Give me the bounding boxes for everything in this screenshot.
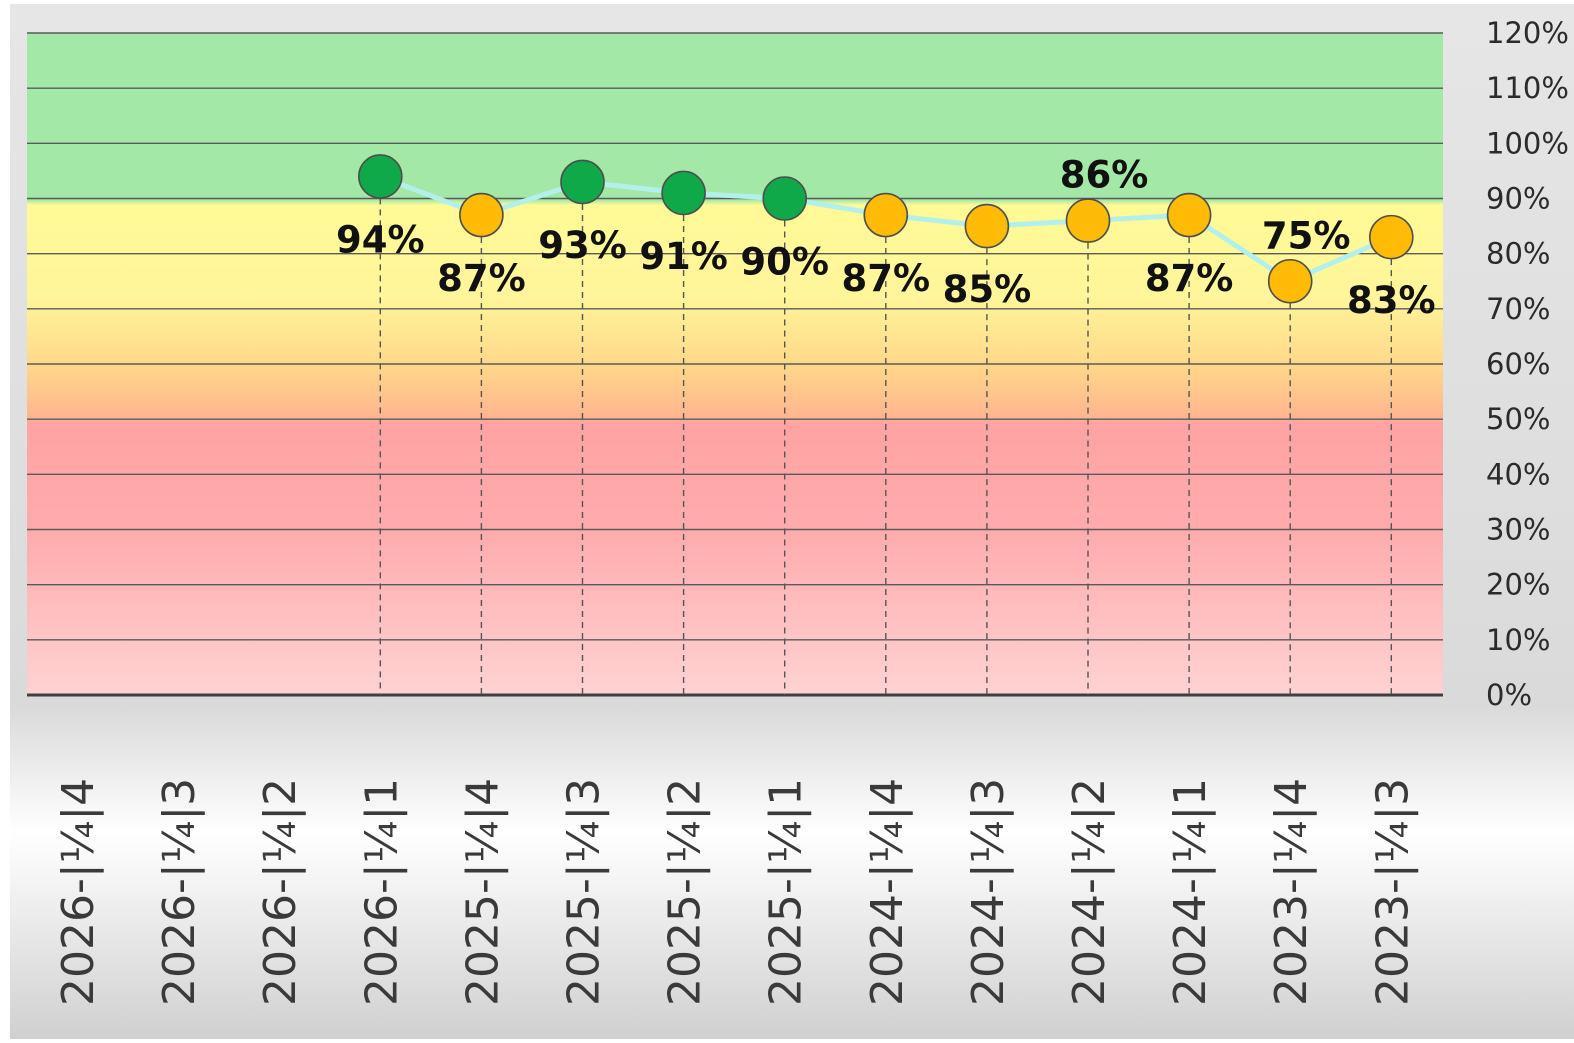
- data-point: [1166, 192, 1212, 238]
- data-label: 93%: [538, 224, 627, 267]
- y-tick-label: 40%: [1486, 457, 1550, 491]
- y-tick-label: 120%: [1486, 16, 1569, 50]
- data-label: 94%: [336, 218, 425, 261]
- data-point: [1065, 198, 1111, 243]
- x-tick-label: 2024-|¼|3: [963, 778, 1014, 1006]
- drop-lines: [379, 176, 1393, 695]
- x-tick-label: 2024-|¼|2: [1064, 778, 1115, 1006]
- x-tick-label: 2026-|¼|3: [154, 778, 205, 1006]
- x-tick-label: 2025-|¼|4: [457, 778, 508, 1006]
- data-point: [964, 203, 1010, 249]
- data-point: [560, 159, 605, 205]
- data-point: [762, 176, 808, 221]
- x-tick-label: 2026-|¼|2: [255, 778, 306, 1006]
- y-tick-label: 60%: [1486, 347, 1550, 381]
- data-point: [1267, 258, 1313, 304]
- data-markers: [357, 154, 1414, 304]
- y-tick-label: 50%: [1486, 402, 1550, 436]
- y-tick-label: 70%: [1486, 292, 1550, 326]
- data-label: 86%: [1060, 154, 1149, 197]
- y-tick-label: 90%: [1486, 182, 1550, 216]
- y-tick-label: 110%: [1486, 71, 1569, 105]
- data-point: [661, 170, 706, 216]
- x-tick-label: 2026-|¼|4: [53, 778, 104, 1006]
- y-tick-label: 80%: [1486, 237, 1550, 271]
- data-label: 83%: [1347, 279, 1436, 322]
- x-axis-ticks: 2026-|¼|4 2026-|¼|3 2026-|¼|2 2026-|¼|1 2025…: [53, 778, 1418, 1006]
- data-label: 85%: [943, 268, 1032, 311]
- data-label: 90%: [740, 241, 829, 284]
- x-tick-label: 2025-|¼|1: [761, 778, 812, 1006]
- data-label: 87%: [1145, 257, 1234, 300]
- data-label: 87%: [842, 257, 931, 300]
- x-tick-label: 2023-|¼|3: [1367, 778, 1418, 1006]
- y-tick-label: 10%: [1486, 623, 1550, 657]
- x-tick-label: 2026-|¼|1: [356, 778, 407, 1006]
- data-point: [357, 154, 403, 199]
- data-labels: 94% 87% 93% 91% 90% 87% 85% 86% 87% 75% 83%: [336, 154, 1436, 323]
- data-point: [863, 192, 909, 238]
- y-tick-label: 20%: [1486, 568, 1550, 602]
- x-tick-label: 2023-|¼|4: [1266, 778, 1317, 1006]
- data-point: [459, 192, 504, 238]
- x-tick-label: 2024-|¼|4: [862, 778, 913, 1006]
- y-tick-label: 0%: [1486, 678, 1532, 712]
- data-label: 75%: [1262, 214, 1351, 257]
- gridlines: [27, 32, 1443, 697]
- x-tick-label: 2024-|¼|1: [1165, 778, 1216, 1006]
- data-point: [1369, 214, 1414, 260]
- y-axis-ticks: 0% 10% 20% 30% 40% 50% 60% 70% 80% 90% 100% 110% 120…: [1486, 16, 1569, 712]
- data-label: 91%: [639, 235, 728, 278]
- y-tick-label: 100%: [1486, 126, 1569, 160]
- x-tick-label: 2025-|¼|2: [660, 778, 711, 1006]
- x-tick-label: 2025-|¼|3: [559, 778, 610, 1006]
- data-label: 87%: [437, 257, 526, 300]
- y-tick-label: 30%: [1486, 513, 1550, 547]
